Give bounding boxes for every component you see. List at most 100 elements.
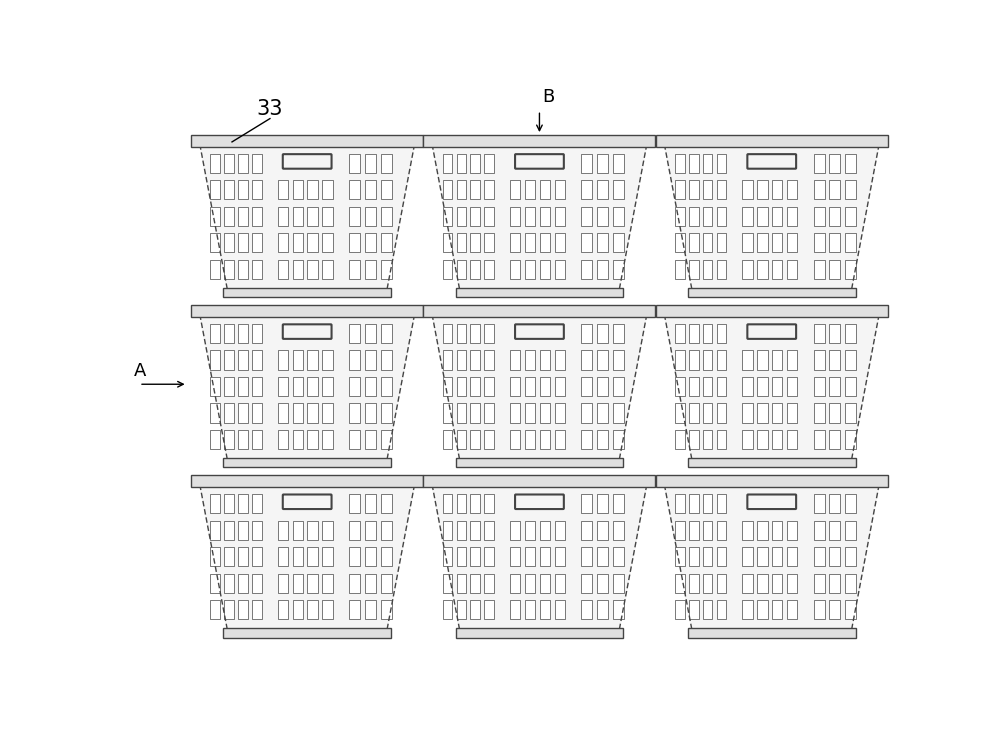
Bar bbox=[510, 180, 520, 199]
Bar bbox=[210, 233, 220, 252]
Bar bbox=[381, 207, 392, 226]
Bar bbox=[278, 377, 288, 396]
Bar bbox=[510, 233, 520, 252]
Bar bbox=[829, 324, 840, 343]
Bar bbox=[238, 404, 248, 423]
Bar bbox=[210, 494, 220, 513]
Bar bbox=[278, 260, 288, 279]
Bar bbox=[484, 573, 494, 593]
Bar bbox=[457, 351, 466, 370]
Text: B: B bbox=[543, 89, 555, 106]
Bar bbox=[814, 377, 825, 396]
Bar bbox=[293, 600, 303, 619]
Bar bbox=[510, 377, 520, 396]
Bar bbox=[829, 547, 840, 566]
Bar bbox=[613, 260, 624, 279]
Bar bbox=[252, 207, 262, 226]
Bar bbox=[238, 233, 248, 252]
Bar bbox=[845, 180, 856, 199]
Bar bbox=[814, 233, 825, 252]
Bar bbox=[349, 547, 360, 566]
Bar bbox=[540, 260, 550, 279]
Bar bbox=[845, 233, 856, 252]
Bar bbox=[307, 547, 318, 566]
Bar bbox=[365, 324, 376, 343]
Bar bbox=[252, 324, 262, 343]
Bar bbox=[457, 324, 466, 343]
Bar bbox=[540, 520, 550, 539]
Bar bbox=[252, 377, 262, 396]
Bar bbox=[381, 494, 392, 513]
Bar bbox=[470, 233, 480, 252]
Bar bbox=[787, 430, 797, 449]
Bar bbox=[742, 404, 753, 423]
Bar bbox=[613, 600, 624, 619]
Bar bbox=[597, 404, 608, 423]
Bar bbox=[772, 430, 782, 449]
Bar bbox=[510, 207, 520, 226]
Bar bbox=[555, 377, 565, 396]
Bar bbox=[787, 207, 797, 226]
Bar bbox=[555, 260, 565, 279]
Bar bbox=[675, 547, 685, 566]
Bar bbox=[581, 600, 592, 619]
Bar bbox=[381, 573, 392, 593]
Bar bbox=[845, 154, 856, 173]
Bar bbox=[675, 207, 685, 226]
Bar bbox=[613, 351, 624, 370]
Bar bbox=[224, 180, 234, 199]
FancyBboxPatch shape bbox=[515, 324, 564, 339]
Bar bbox=[845, 494, 856, 513]
Bar bbox=[349, 494, 360, 513]
Bar bbox=[365, 233, 376, 252]
Bar bbox=[307, 351, 318, 370]
Bar bbox=[278, 233, 288, 252]
Bar bbox=[224, 377, 234, 396]
Bar bbox=[381, 404, 392, 423]
Bar bbox=[581, 547, 592, 566]
Bar bbox=[688, 458, 856, 467]
Bar bbox=[456, 288, 623, 297]
Bar bbox=[656, 475, 888, 487]
Bar bbox=[814, 351, 825, 370]
FancyBboxPatch shape bbox=[283, 324, 332, 339]
Bar bbox=[293, 260, 303, 279]
Bar bbox=[829, 520, 840, 539]
Bar bbox=[581, 573, 592, 593]
Bar bbox=[457, 377, 466, 396]
Polygon shape bbox=[664, 144, 879, 289]
Bar bbox=[210, 207, 220, 226]
Bar bbox=[443, 547, 452, 566]
Bar bbox=[814, 430, 825, 449]
Bar bbox=[829, 494, 840, 513]
Bar bbox=[293, 573, 303, 593]
Bar bbox=[470, 324, 480, 343]
Bar bbox=[252, 573, 262, 593]
Bar bbox=[845, 260, 856, 279]
Bar bbox=[365, 520, 376, 539]
Bar bbox=[675, 154, 685, 173]
Bar bbox=[210, 573, 220, 593]
Bar bbox=[757, 520, 768, 539]
Bar bbox=[689, 430, 699, 449]
Bar bbox=[484, 430, 494, 449]
Bar bbox=[757, 207, 768, 226]
Bar bbox=[349, 324, 360, 343]
Bar bbox=[525, 233, 535, 252]
Bar bbox=[365, 547, 376, 566]
Bar bbox=[365, 494, 376, 513]
Bar bbox=[349, 430, 360, 449]
Bar bbox=[470, 547, 480, 566]
Bar bbox=[365, 430, 376, 449]
Bar bbox=[525, 180, 535, 199]
Bar bbox=[238, 377, 248, 396]
Bar bbox=[581, 377, 592, 396]
Bar bbox=[365, 154, 376, 173]
Bar bbox=[703, 207, 712, 226]
Bar bbox=[742, 520, 753, 539]
Bar bbox=[525, 547, 535, 566]
Bar bbox=[210, 430, 220, 449]
Bar bbox=[349, 377, 360, 396]
Bar bbox=[365, 573, 376, 593]
Bar bbox=[689, 573, 699, 593]
